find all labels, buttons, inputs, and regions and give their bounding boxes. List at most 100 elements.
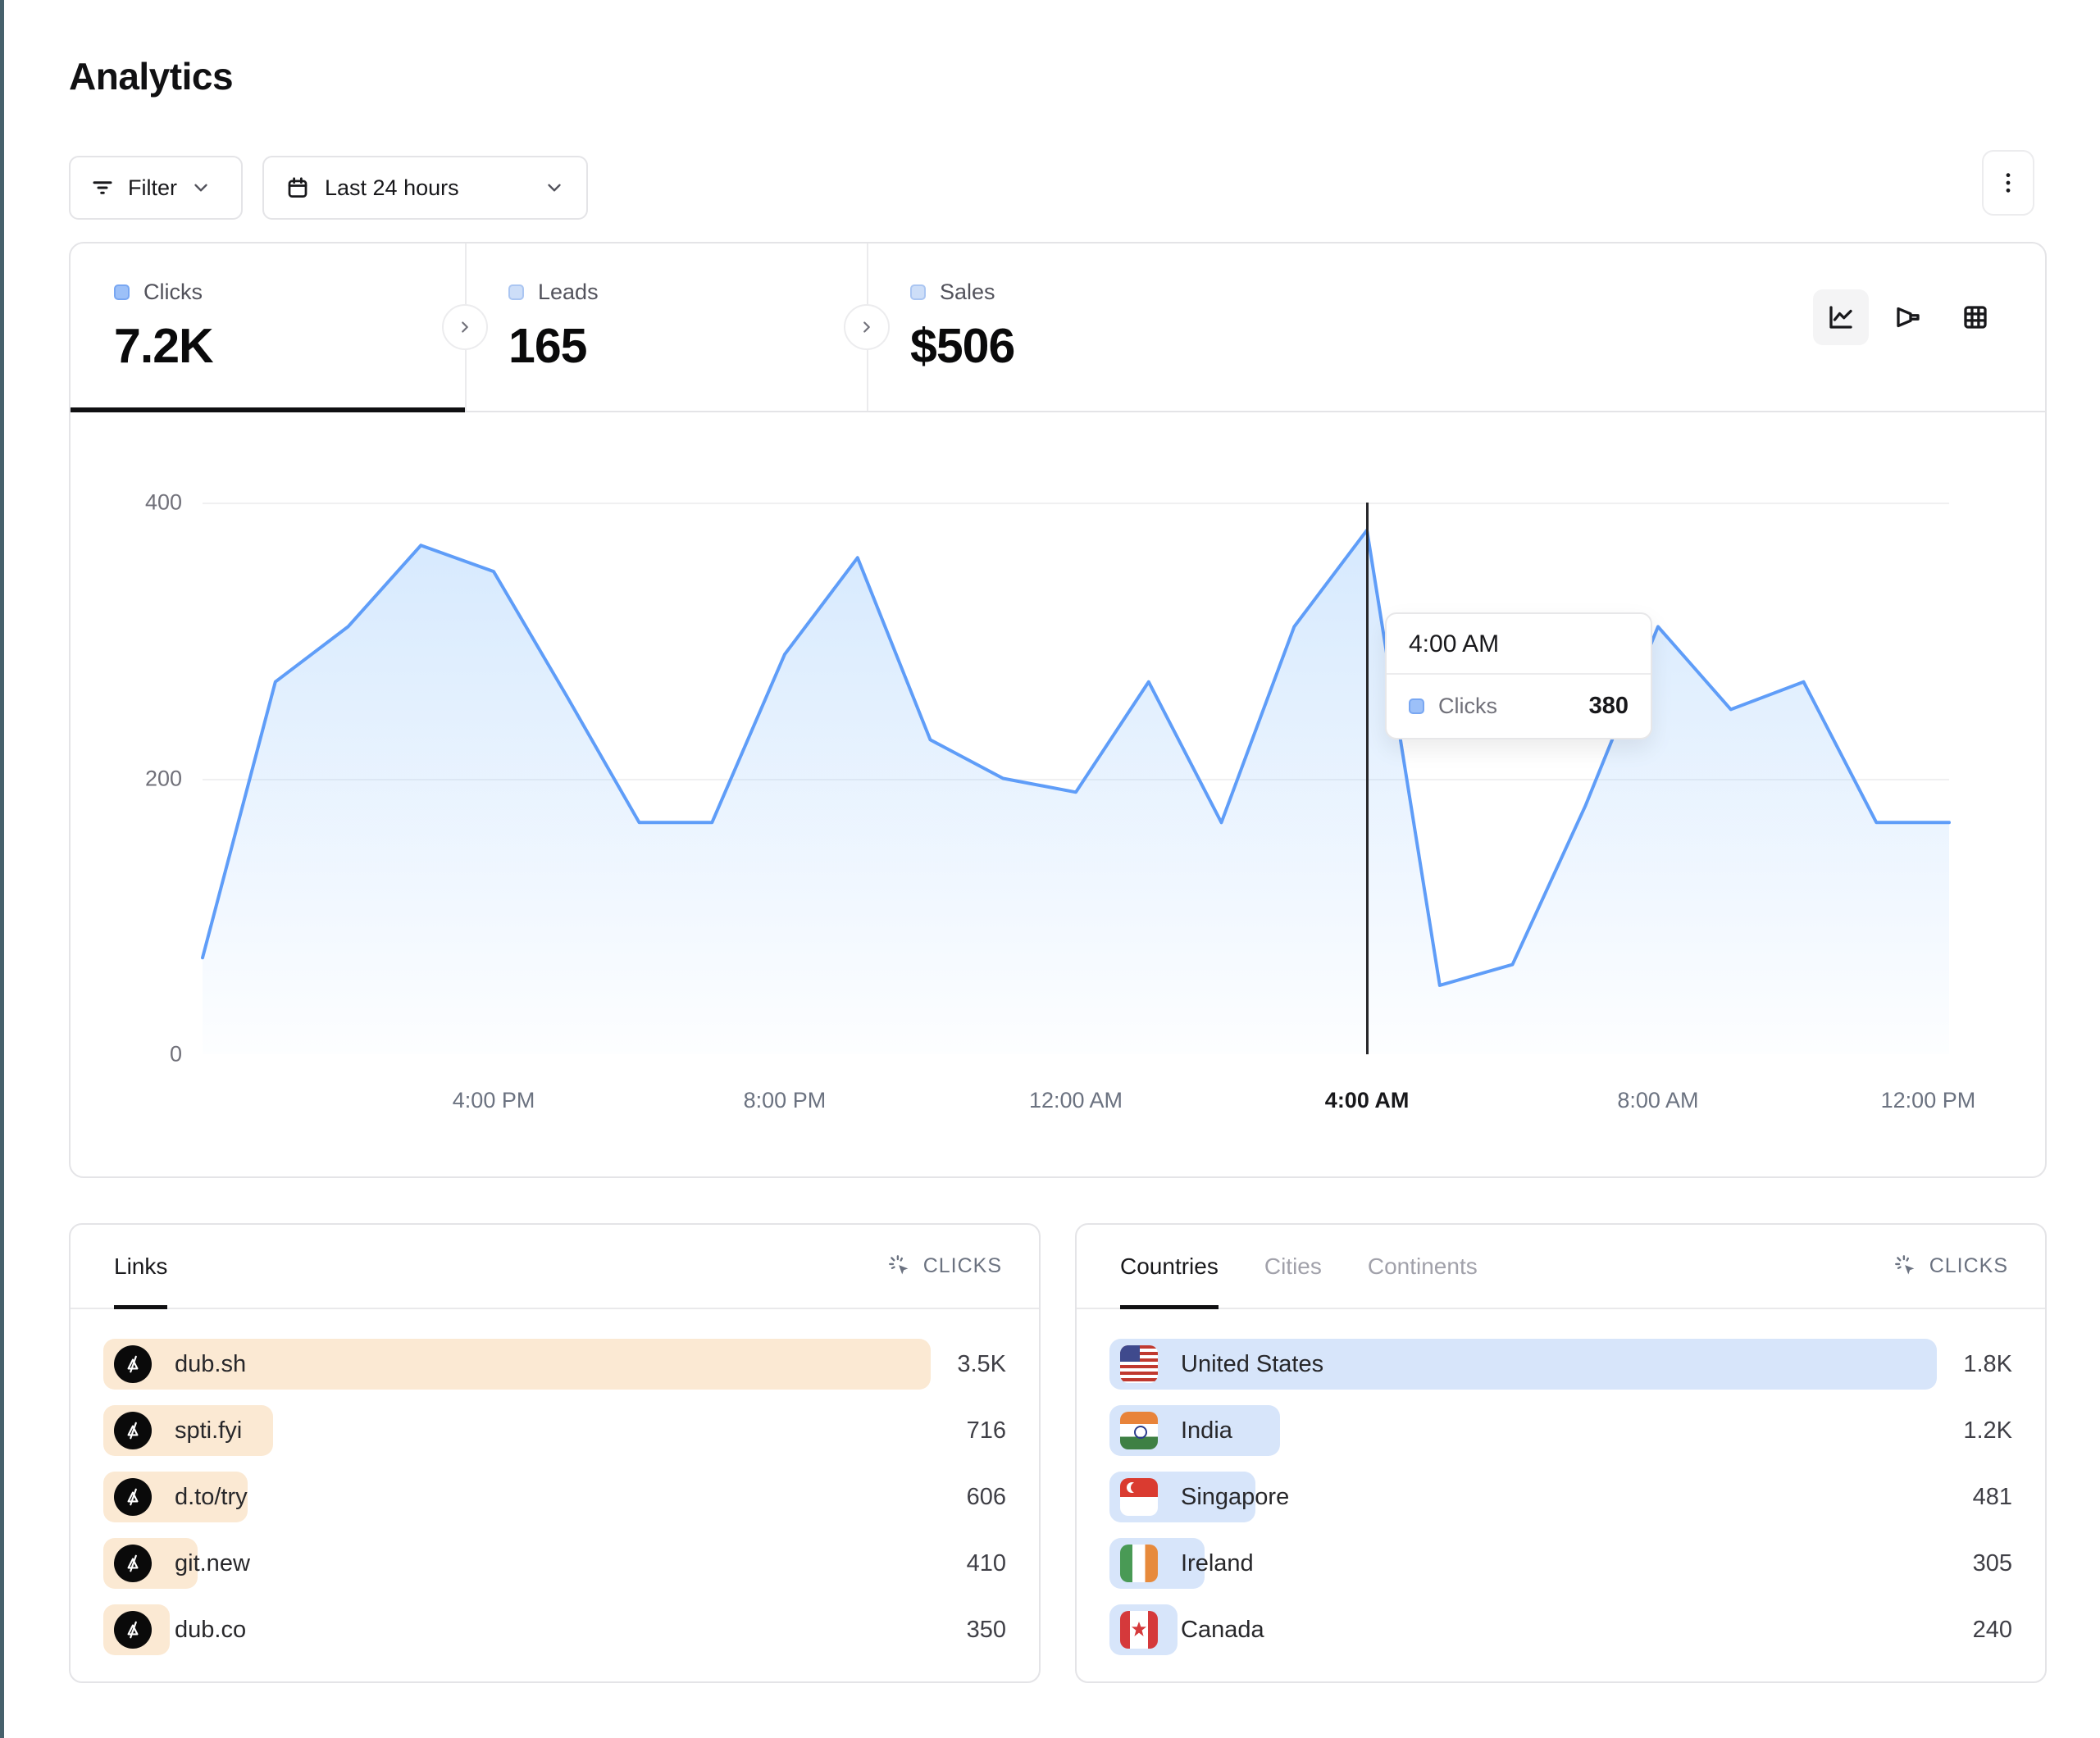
chart-tooltip: 4:00 AM Clicks 380 (1385, 612, 1652, 739)
links-rows: dub.sh 3.5K spti.fyi 716 d.to/try 606 gi… (71, 1309, 1039, 1655)
filter-lines-icon (90, 175, 115, 200)
links-metric-selector[interactable]: CLICKS (888, 1254, 1002, 1279)
grid-icon (1961, 303, 1990, 332)
funnel-view-toggle[interactable] (1880, 289, 1936, 345)
dub-logo-icon (114, 1611, 152, 1649)
link-clicks-value: 3.5K (957, 1350, 1006, 1377)
country-row[interactable]: Ireland 305 (1109, 1538, 2012, 1589)
link-row[interactable]: dub.co 350 (103, 1604, 1006, 1655)
dub-logo-icon (114, 1345, 152, 1383)
chart-view-toggles (1813, 289, 2003, 345)
country-label: United States (1181, 1350, 1324, 1377)
tab-continents-label: Continents (1367, 1253, 1478, 1279)
link-row[interactable]: git.new 410 (103, 1538, 1006, 1589)
link-label: spti.fyi (175, 1417, 243, 1444)
countries-metric-label: CLICKS (1929, 1254, 2008, 1277)
country-clicks-bar (1109, 1339, 1937, 1390)
link-clicks-bar (103, 1339, 931, 1390)
tab-links[interactable]: Links (114, 1225, 168, 1309)
tab-countries[interactable]: Countries (1120, 1225, 1219, 1309)
date-range-label: Last 24 hours (325, 175, 459, 200)
countries-panel: Countries Cities Continents CLICKS (1075, 1223, 2047, 1683)
country-label: Canada (1181, 1616, 1264, 1643)
x-axis-label: 4:00 AM (1324, 1088, 1410, 1112)
x-axis-label: 4:00 PM (452, 1088, 535, 1112)
links-metric-label: CLICKS (922, 1254, 1002, 1277)
tab-cities-label: Cities (1264, 1253, 1322, 1279)
country-row[interactable]: United States 1.8K (1109, 1339, 2012, 1390)
tooltip-series-label: Clicks (1438, 694, 1497, 718)
chevron-down-icon (544, 177, 565, 198)
tab-cities[interactable]: Cities (1264, 1225, 1322, 1308)
country-clicks-value: 1.8K (1963, 1350, 2012, 1377)
x-axis-label: 8:00 AM (1617, 1088, 1699, 1112)
country-label: Singapore (1181, 1483, 1290, 1510)
links-panel-header: Links CLICKS (71, 1225, 1039, 1309)
country-row[interactable]: India 1.2K (1109, 1405, 2012, 1456)
link-row[interactable]: dub.sh 3.5K (103, 1339, 1006, 1390)
area-chart-svg (201, 528, 1951, 1054)
country-label: India (1181, 1417, 1232, 1444)
country-row[interactable]: Singapore 481 (1109, 1472, 2012, 1522)
more-options-button[interactable] (1982, 150, 2034, 216)
tooltip-value: 380 (1588, 693, 1629, 719)
tab-clicks[interactable]: Clicks 7.2K (71, 243, 465, 411)
links-panel: Links CLICKS dub.sh 3.5K (69, 1223, 1041, 1683)
country-flag-icon (1120, 1345, 1158, 1383)
table-view-toggle[interactable] (1947, 289, 2003, 345)
countries-metric-selector[interactable]: CLICKS (1894, 1254, 2008, 1279)
analytics-card: Clicks 7.2K Leads 165 Sales $506 (69, 242, 2047, 1178)
chart-line (201, 528, 1951, 987)
link-label: d.to/try (175, 1483, 248, 1510)
y-axis-label: 0 (169, 1041, 182, 1067)
tab-sales[interactable]: Sales $506 (867, 243, 1293, 411)
link-row[interactable]: d.to/try 606 (103, 1472, 1006, 1522)
cursor-click-icon (1894, 1254, 1919, 1279)
x-axis-label: 8:00 PM (743, 1088, 827, 1112)
stat-label: Sales (940, 280, 995, 304)
link-label: git.new (175, 1549, 250, 1576)
line-chart-icon (1826, 303, 1856, 332)
tab-leads[interactable]: Leads 165 (465, 243, 867, 411)
dub-logo-icon (114, 1545, 152, 1582)
y-axis-label: 400 (144, 489, 182, 515)
line-chart-view-toggle[interactable] (1813, 289, 1869, 345)
sales-series-chip (910, 284, 926, 300)
country-flag-icon (1120, 1611, 1158, 1649)
stats-row: Clicks 7.2K Leads 165 Sales $506 (71, 243, 2045, 412)
clicks-timeseries-chart[interactable]: 400 200 0 4:00 AM Clicks 380 (145, 490, 1975, 1113)
filter-button[interactable]: Filter (69, 156, 243, 220)
stat-label: Leads (538, 280, 599, 304)
window-edge (0, 0, 4, 1738)
stat-value: 7.2K (114, 319, 214, 373)
expand-leads-button[interactable] (442, 304, 488, 350)
leads-series-chip (508, 284, 524, 300)
country-flag-icon (1120, 1412, 1158, 1449)
country-row[interactable]: Canada 240 (1109, 1604, 2012, 1655)
country-clicks-value: 481 (1972, 1483, 2012, 1510)
dub-logo-icon (114, 1478, 152, 1516)
countries-panel-header: Countries Cities Continents CLICKS (1077, 1225, 2045, 1309)
filter-button-label: Filter (128, 175, 177, 200)
expand-sales-button[interactable] (844, 304, 890, 350)
calendar-icon (285, 175, 310, 200)
date-range-button[interactable]: Last 24 hours (262, 156, 588, 220)
link-label: dub.sh (175, 1350, 247, 1377)
stat-value: 165 (508, 319, 587, 373)
x-axis-label: 12:00 PM (1880, 1088, 1976, 1112)
gridline-y-200 (203, 778, 1949, 780)
link-clicks-value: 350 (966, 1616, 1006, 1643)
gridline-y-400 (203, 503, 1949, 504)
chevron-down-icon (190, 177, 212, 198)
x-axis-label: 12:00 AM (1028, 1088, 1123, 1112)
country-flag-icon (1120, 1478, 1158, 1516)
dub-logo-icon (114, 1412, 152, 1449)
tab-continents[interactable]: Continents (1368, 1225, 1478, 1308)
tab-countries-label: Countries (1120, 1253, 1219, 1279)
stat-label: Clicks (143, 280, 203, 304)
link-row[interactable]: spti.fyi 716 (103, 1405, 1006, 1456)
clicks-series-chip (114, 284, 130, 300)
link-clicks-value: 410 (966, 1549, 1006, 1576)
link-clicks-value: 716 (966, 1417, 1006, 1444)
